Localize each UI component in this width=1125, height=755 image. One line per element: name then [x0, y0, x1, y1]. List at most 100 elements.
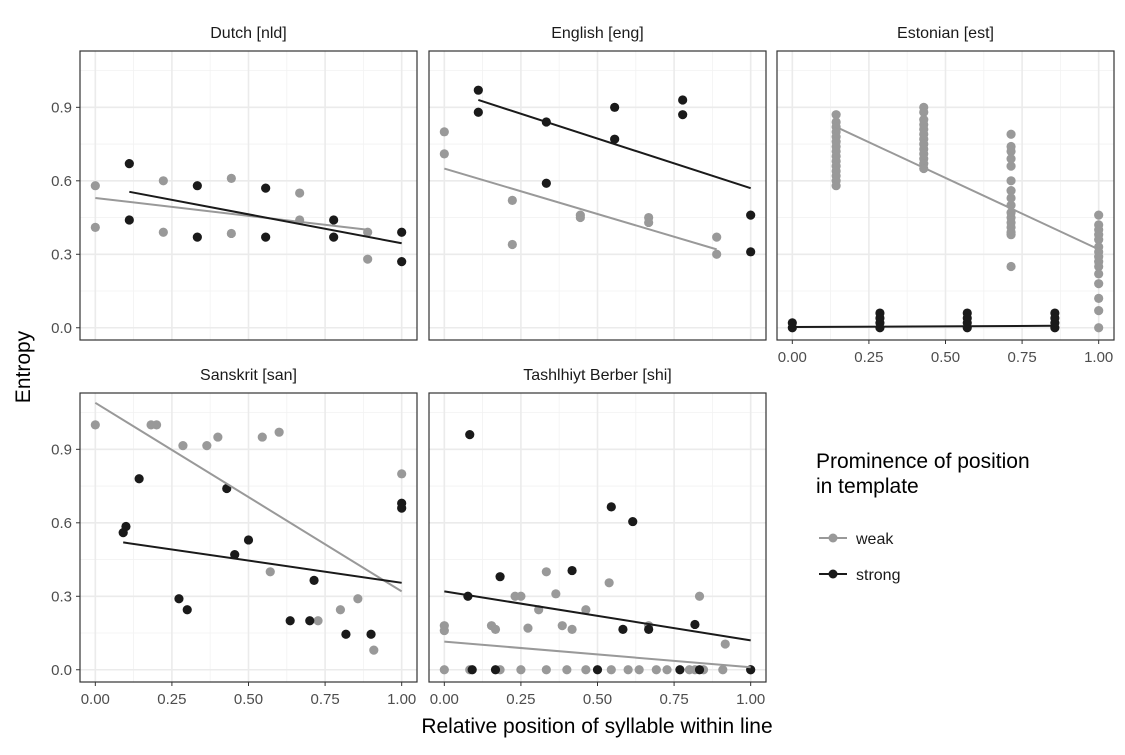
- weak-point: [712, 232, 722, 242]
- x-tick-label: 1.00: [387, 691, 416, 708]
- strong-point: [473, 107, 483, 117]
- weak-point: [90, 181, 100, 191]
- x-tick-label: 0.00: [430, 691, 459, 708]
- strong-point: [397, 227, 407, 237]
- weak-point: [90, 420, 100, 430]
- weak-point: [623, 665, 633, 675]
- weak-point: [1094, 261, 1104, 272]
- weak-point: [651, 665, 661, 675]
- strong-fit-line: [444, 590, 751, 642]
- strong-point: [567, 565, 577, 576]
- strong-point: [174, 594, 184, 604]
- weak-point: [257, 432, 267, 442]
- strong-point: [694, 665, 705, 675]
- weak-point: [295, 188, 305, 198]
- legend-label-strong: strong: [856, 567, 900, 584]
- strong-point: [366, 629, 376, 639]
- weak-point: [541, 665, 551, 675]
- strong-point: [690, 619, 700, 630]
- strong-point: [490, 665, 501, 675]
- strong-point: [329, 232, 339, 242]
- strong-point: [746, 210, 756, 220]
- strong-point: [610, 102, 620, 112]
- strong-point: [962, 323, 972, 333]
- weak-point: [213, 432, 223, 442]
- weak-point: [523, 623, 533, 633]
- strong-point: [261, 232, 271, 242]
- x-tick-label: 0.75: [310, 691, 339, 708]
- weak-point: [634, 665, 644, 675]
- weak-point: [575, 212, 585, 223]
- weak-point: [1006, 230, 1016, 240]
- strong-point: [261, 183, 271, 193]
- weak-point: [516, 665, 526, 675]
- strong-point: [134, 474, 144, 484]
- strong-point: [329, 215, 339, 225]
- weak-fit-line: [94, 401, 403, 593]
- x-tick-label: 0.50: [583, 691, 612, 708]
- panel-title: Tashlhiyt Berber [shi]: [523, 367, 672, 384]
- weak-point: [1006, 176, 1016, 186]
- weak-point: [439, 127, 449, 137]
- strong-point: [495, 572, 505, 582]
- weak-point: [1006, 161, 1016, 171]
- strong-fit-line: [792, 324, 1055, 329]
- weak-point: [1006, 146, 1016, 157]
- weak-point: [720, 639, 730, 649]
- legend-title-line2: in template: [816, 475, 919, 498]
- weak-point: [369, 645, 379, 655]
- weak-point: [662, 665, 672, 675]
- weak-point: [363, 254, 373, 264]
- weak-point: [581, 665, 591, 675]
- x-tick-label: 0.00: [81, 691, 110, 708]
- weak-point: [439, 625, 449, 636]
- weak-point: [1006, 154, 1016, 164]
- panel-0: Dutch [nld] 0.0 0.3 0.6 0.9: [51, 25, 418, 341]
- strong-point: [192, 181, 202, 191]
- strong-point: [230, 550, 240, 560]
- y-tick-label: 0.6: [51, 515, 72, 532]
- weak-point: [226, 228, 236, 239]
- x-tick-label: 0.25: [854, 349, 883, 366]
- weak-point: [1094, 279, 1104, 289]
- panel-title: Estonian [est]: [897, 25, 994, 42]
- weak-fit-line: [95, 196, 368, 231]
- weak-point: [1094, 234, 1104, 245]
- x-tick-label: 0.25: [157, 691, 186, 708]
- weak-point: [712, 249, 722, 259]
- weak-fit-line: [835, 126, 1100, 251]
- weak-point: [1094, 210, 1104, 220]
- strong-point: [397, 503, 407, 513]
- weak-point: [313, 616, 323, 626]
- legend-title-line1: Prominence of position: [816, 450, 1030, 473]
- weak-point: [274, 427, 284, 437]
- x-tick-label: 1.00: [1084, 349, 1113, 366]
- strong-point: [610, 134, 620, 144]
- strong-fit-line: [478, 99, 751, 190]
- panel-border: [428, 50, 767, 341]
- weak-point: [353, 594, 363, 604]
- weak-point: [644, 217, 654, 228]
- weak-point: [265, 567, 275, 577]
- strong-point: [787, 323, 797, 333]
- weak-point: [718, 665, 728, 675]
- x-tick-label: 1.00: [736, 691, 765, 708]
- panel-title: English [eng]: [551, 25, 644, 42]
- panels-layer: Dutch [nld] 0.0 0.3 0.6 0.9 English [eng] Esto…: [51, 25, 1115, 708]
- strong-point: [305, 616, 315, 626]
- weak-point: [831, 181, 841, 191]
- strong-point: [121, 521, 131, 532]
- weak-point: [551, 589, 561, 599]
- weak-fit-line: [444, 167, 717, 251]
- weak-point: [507, 195, 517, 205]
- legend: Prominence of position in template weak …: [816, 450, 1030, 584]
- strong-point: [592, 665, 603, 675]
- weak-point: [562, 665, 572, 675]
- strong-point: [309, 575, 319, 585]
- weak-point: [1006, 129, 1016, 139]
- strong-point: [541, 178, 551, 188]
- weak-point: [516, 591, 526, 601]
- weak-point: [439, 149, 449, 159]
- strong-point: [467, 665, 477, 675]
